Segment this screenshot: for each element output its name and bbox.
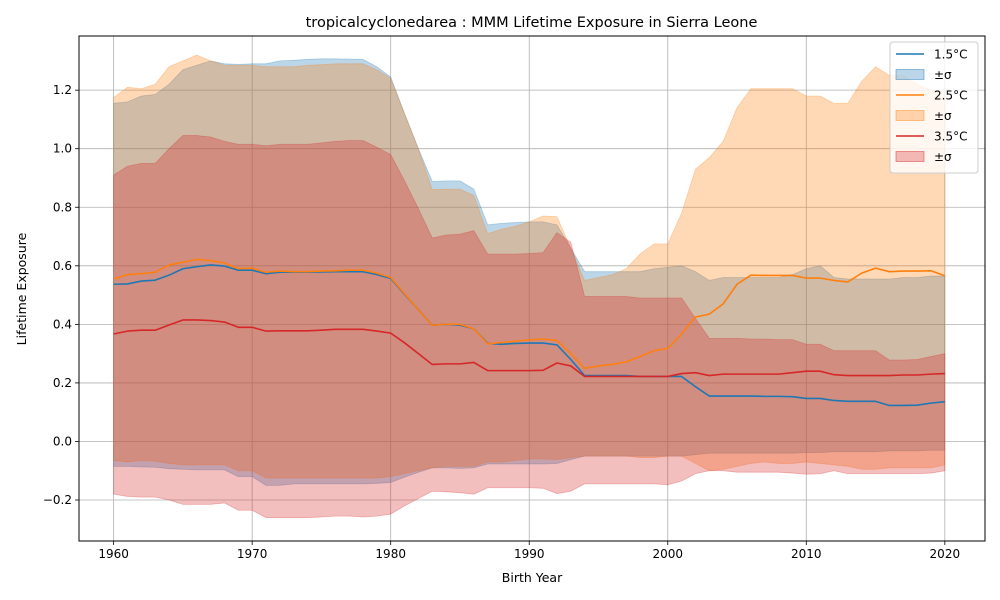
- y-tick-label: 0.6: [53, 259, 72, 273]
- legend-series-label: 1.5°C: [934, 48, 967, 62]
- y-axis-ticks: −0.2 0.0 0.2 0.4 0.6 0.8 1.0 1.2: [43, 83, 79, 507]
- band-series-3: [113, 135, 946, 518]
- chart-title: tropicalcyclonedarea : MMM Lifetime Expo…: [306, 15, 758, 31]
- x-tick-label: 1960: [98, 547, 129, 561]
- y-tick-label: 1.2: [53, 83, 72, 97]
- y-tick-label: 1.0: [53, 142, 72, 156]
- plot-area: [78, 35, 986, 542]
- grid: [79, 36, 985, 541]
- legend-series-label: 2.5°C: [934, 89, 967, 103]
- x-axis-label: Birth Year: [502, 570, 563, 585]
- legend: 1.5°C ±σ 2.5°C ±σ 3.5°C ±σ: [889, 41, 979, 174]
- legend-series-label: 3.5°C: [934, 130, 967, 144]
- legend-band-swatch-1: [895, 69, 925, 80]
- legend-band-label: ±σ: [934, 68, 952, 82]
- x-tick-label: 1980: [375, 547, 406, 561]
- band-series-1: [113, 58, 946, 486]
- y-tick-label: 0.4: [53, 317, 72, 331]
- plot-background: [79, 36, 985, 541]
- x-tick-label: 2010: [791, 547, 822, 561]
- legend-band-swatch-2: [895, 110, 925, 121]
- line-series-3: [113, 319, 945, 378]
- uncertainty-bands: [113, 54, 946, 518]
- x-tick-label: 1990: [514, 547, 545, 561]
- y-tick-label: −0.2: [43, 493, 72, 507]
- x-tick-label: 2000: [652, 547, 683, 561]
- legend-band-swatch-3: [895, 151, 925, 162]
- x-axis-ticks: 1960 1970 1980 1990 2000 2010 2020: [98, 541, 960, 561]
- line-series-1: [113, 264, 945, 407]
- legend-box: [889, 41, 979, 174]
- x-tick-label: 1970: [237, 547, 268, 561]
- plot-frame: [78, 35, 986, 542]
- line-series-2: [113, 258, 946, 370]
- legend-band-label: ±σ: [934, 109, 952, 123]
- y-tick-label: 0.2: [53, 376, 72, 390]
- x-tick-label: 2020: [930, 547, 961, 561]
- y-tick-label: 0.8: [53, 200, 72, 214]
- y-axis-label: Lifetime Exposure: [14, 232, 29, 345]
- legend-band-label: ±σ: [934, 150, 952, 164]
- band-series-2: [113, 54, 946, 479]
- y-tick-label: 0.0: [53, 434, 72, 448]
- mean-lines: [113, 258, 946, 407]
